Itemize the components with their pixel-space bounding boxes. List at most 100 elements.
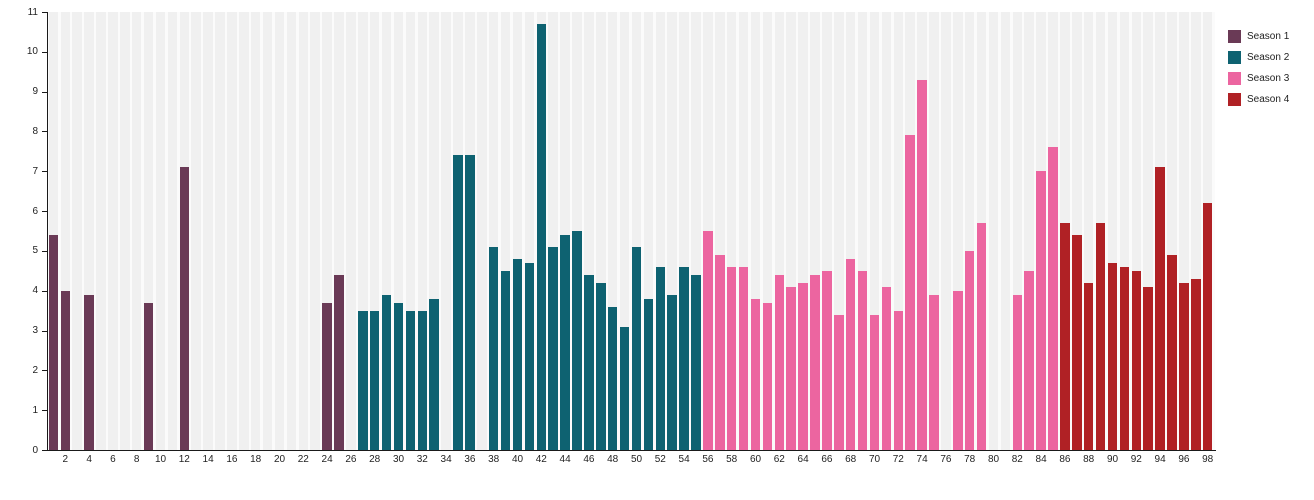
background-stripe	[96, 12, 106, 450]
legend: Season 1 Season 2 Season 3 Season 4	[1228, 30, 1289, 114]
bar-season-3-x63	[786, 286, 796, 450]
x-tick-label: 76	[940, 454, 952, 465]
background-stripe	[941, 12, 951, 450]
season-4-swatch	[1228, 93, 1241, 106]
bar-season-2-x49	[619, 326, 630, 450]
y-tick	[42, 370, 47, 372]
background-stripe	[274, 12, 285, 450]
x-tick-label: 64	[797, 454, 809, 465]
x-tick-label: 38	[488, 454, 500, 465]
bar-season-4-x86	[1060, 223, 1070, 450]
bar-season-1-x24	[322, 302, 332, 450]
background-stripe	[203, 12, 213, 450]
bar-season-3-x85	[1048, 147, 1058, 450]
background-stripe	[1119, 12, 1130, 450]
background-stripe	[512, 12, 523, 450]
bar-season-2-x36	[465, 155, 475, 450]
legend-item-season-4[interactable]: Season 4	[1228, 93, 1289, 106]
bar-season-4-x92	[1131, 270, 1142, 450]
legend-item-season-2[interactable]: Season 2	[1228, 51, 1289, 64]
season-3-swatch	[1228, 72, 1241, 85]
legend-item-season-3[interactable]: Season 3	[1228, 72, 1289, 85]
bar-season-4-x96	[1179, 282, 1189, 450]
bar-season-2-x31	[405, 310, 416, 450]
background-stripe	[500, 12, 511, 450]
x-tick-label: 66	[821, 454, 833, 465]
bar-season-1-x12	[179, 167, 190, 450]
background-stripe	[381, 12, 392, 450]
bar-season-3-x61	[762, 302, 773, 450]
bar-season-4-x98	[1202, 203, 1213, 450]
background-stripe	[262, 12, 273, 450]
y-tick-label: 8	[32, 125, 38, 137]
legend-item-season-1[interactable]: Season 1	[1228, 30, 1289, 43]
bar-season-4-x87	[1072, 234, 1082, 450]
bar-season-1-x25	[334, 274, 344, 450]
bar-season-2-x35	[453, 155, 463, 450]
bar-season-3-x68	[845, 258, 856, 450]
bar-season-2-x39	[500, 270, 511, 450]
y-tick	[42, 410, 47, 412]
bar-season-2-x53	[667, 294, 677, 450]
bar-season-4-x93	[1143, 286, 1153, 450]
background-stripe	[619, 12, 630, 450]
background-stripe	[643, 12, 654, 450]
x-tick-label: 72	[892, 454, 904, 465]
background-stripe	[48, 12, 59, 450]
y-tick-label: 5	[32, 245, 38, 257]
bar-season-4-x90	[1107, 262, 1118, 450]
bar-season-1-x4	[84, 294, 94, 450]
x-tick-label: 82	[1011, 454, 1023, 465]
background-stripe	[631, 12, 642, 450]
bar-season-4-x97	[1191, 278, 1201, 450]
y-tick	[42, 450, 47, 451]
bar-season-4-x95	[1167, 254, 1177, 450]
bar-season-4-x88	[1083, 282, 1094, 450]
background-stripe	[286, 12, 297, 450]
bar-season-3-x71	[881, 286, 892, 450]
x-tick-label: 4	[86, 454, 92, 465]
bar-season-2-x52	[655, 266, 666, 450]
background-stripe	[417, 12, 428, 450]
x-tick-label: 52	[654, 454, 666, 465]
background-stripe	[131, 12, 142, 450]
bar-season-1-x2	[60, 290, 71, 450]
x-tick-label: 54	[678, 454, 690, 465]
background-stripe	[1167, 12, 1177, 450]
y-tick	[42, 250, 47, 252]
bar-season-4-x94	[1155, 167, 1165, 450]
y-tick-label: 0	[32, 444, 38, 456]
bar-season-2-x55	[691, 274, 701, 450]
bar-season-3-x60	[750, 298, 761, 450]
background-stripe	[715, 12, 725, 450]
x-axis	[46, 450, 1216, 451]
bar-season-3-x66	[822, 270, 832, 450]
x-tick-label: 86	[1059, 454, 1071, 465]
y-tick-label: 9	[32, 86, 38, 98]
bar-season-3-x64	[798, 282, 808, 450]
background-stripe	[774, 12, 785, 450]
x-tick-label: 6	[110, 454, 116, 465]
x-tick-label: 14	[202, 454, 214, 465]
background-stripe	[834, 12, 844, 450]
background-stripe	[738, 12, 749, 450]
y-tick-label: 11	[27, 6, 38, 18]
background-stripe	[250, 12, 261, 450]
bar-season-3-x78	[964, 250, 975, 450]
x-tick-label: 2	[62, 454, 69, 465]
bar-season-3-x58	[726, 266, 737, 450]
background-stripe	[845, 12, 856, 450]
x-tick-label: 92	[1130, 454, 1142, 465]
background-stripe	[310, 12, 320, 450]
x-tick-label: 58	[726, 454, 738, 465]
x-tick-label: 40	[511, 454, 524, 465]
y-tick	[42, 171, 47, 173]
bar-season-2-x38	[488, 246, 499, 450]
background-stripe	[441, 12, 451, 450]
bar-season-4-x89	[1095, 223, 1106, 450]
background-stripe	[215, 12, 225, 450]
bar-season-3-x56	[703, 231, 713, 450]
background-stripe	[869, 12, 880, 450]
background-stripe	[1012, 12, 1023, 450]
bar-season-1-x1	[48, 234, 59, 450]
